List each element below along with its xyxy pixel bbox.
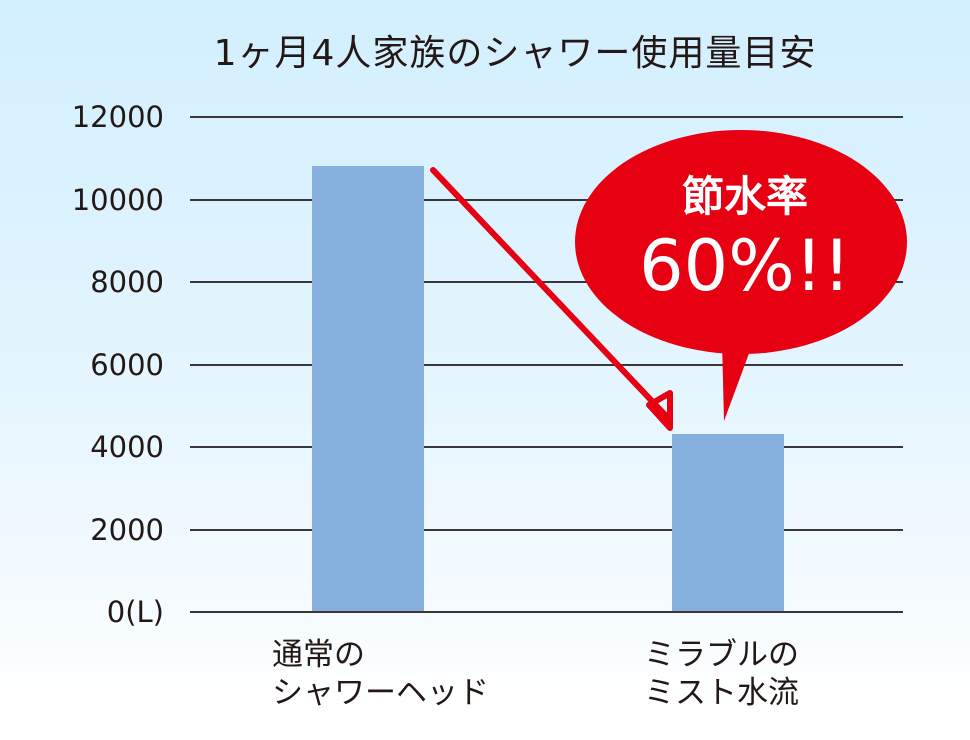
gridline-8000 xyxy=(190,281,903,283)
y-tick-2000: 2000 xyxy=(90,513,164,547)
x-label-mirable-line1: ミラブルの xyxy=(644,637,799,673)
y-tick-0: 0(L) xyxy=(106,595,164,629)
x-label-mirable-line2: ミスト水流 xyxy=(644,675,799,711)
x-label-mirable: ミラブルの ミスト水流 xyxy=(644,636,799,712)
gridline-10000 xyxy=(190,199,903,201)
callout-label: 節水率 xyxy=(681,172,808,221)
bar-mirable-mist xyxy=(672,434,784,612)
x-label-standard-line2: シャワーヘッド xyxy=(272,675,489,711)
gridline-4000 xyxy=(190,446,903,448)
y-tick-8000: 8000 xyxy=(90,265,164,299)
gridline-0-baseline xyxy=(190,611,903,613)
y-tick-6000: 6000 xyxy=(90,348,164,382)
gridline-2000 xyxy=(190,529,903,531)
chart-title: 1ヶ月4人家族のシャワー使用量目安 xyxy=(213,33,817,74)
y-tick-12000: 12000 xyxy=(71,100,164,134)
x-label-standard-line1: 通常の xyxy=(272,637,365,673)
bar-standard-shower-head xyxy=(312,166,424,612)
gridline-12000 xyxy=(190,116,903,118)
down-arrow-icon xyxy=(430,167,673,431)
speech-bubble xyxy=(575,130,907,421)
x-label-standard: 通常の シャワーヘッド xyxy=(272,636,489,712)
callout-value: 60%!! xyxy=(639,225,851,307)
y-tick-10000: 10000 xyxy=(71,183,164,217)
y-tick-4000: 4000 xyxy=(90,430,164,464)
gridline-6000 xyxy=(190,364,903,366)
